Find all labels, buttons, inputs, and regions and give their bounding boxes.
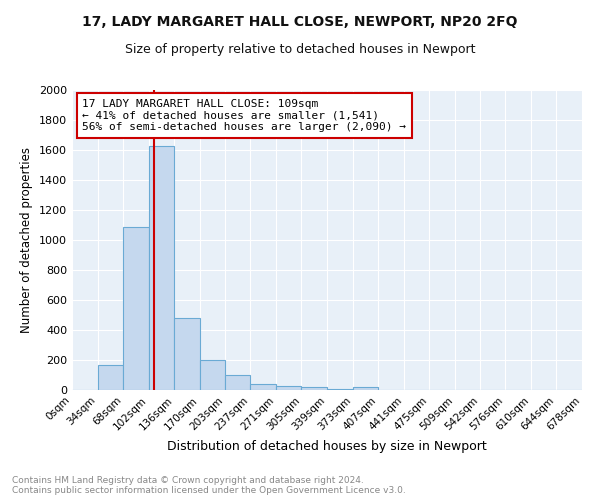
Y-axis label: Number of detached properties: Number of detached properties — [20, 147, 34, 333]
Bar — [224, 375, 250, 390]
Text: 17, LADY MARGARET HALL CLOSE, NEWPORT, NP20 2FQ: 17, LADY MARGARET HALL CLOSE, NEWPORT, N… — [82, 15, 518, 29]
Bar — [149, 146, 175, 390]
Bar — [276, 386, 301, 390]
Text: Size of property relative to detached houses in Newport: Size of property relative to detached ho… — [125, 42, 475, 56]
Bar — [175, 318, 200, 390]
Text: 17 LADY MARGARET HALL CLOSE: 109sqm
← 41% of detached houses are smaller (1,541): 17 LADY MARGARET HALL CLOSE: 109sqm ← 41… — [82, 99, 406, 132]
X-axis label: Distribution of detached houses by size in Newport: Distribution of detached houses by size … — [167, 440, 487, 453]
Bar — [250, 384, 276, 390]
Bar — [301, 388, 327, 390]
Bar — [123, 226, 149, 390]
Bar — [353, 388, 378, 390]
Text: Contains HM Land Registry data © Crown copyright and database right 2024.
Contai: Contains HM Land Registry data © Crown c… — [12, 476, 406, 495]
Bar — [327, 388, 353, 390]
Bar — [98, 365, 123, 390]
Bar — [200, 360, 224, 390]
